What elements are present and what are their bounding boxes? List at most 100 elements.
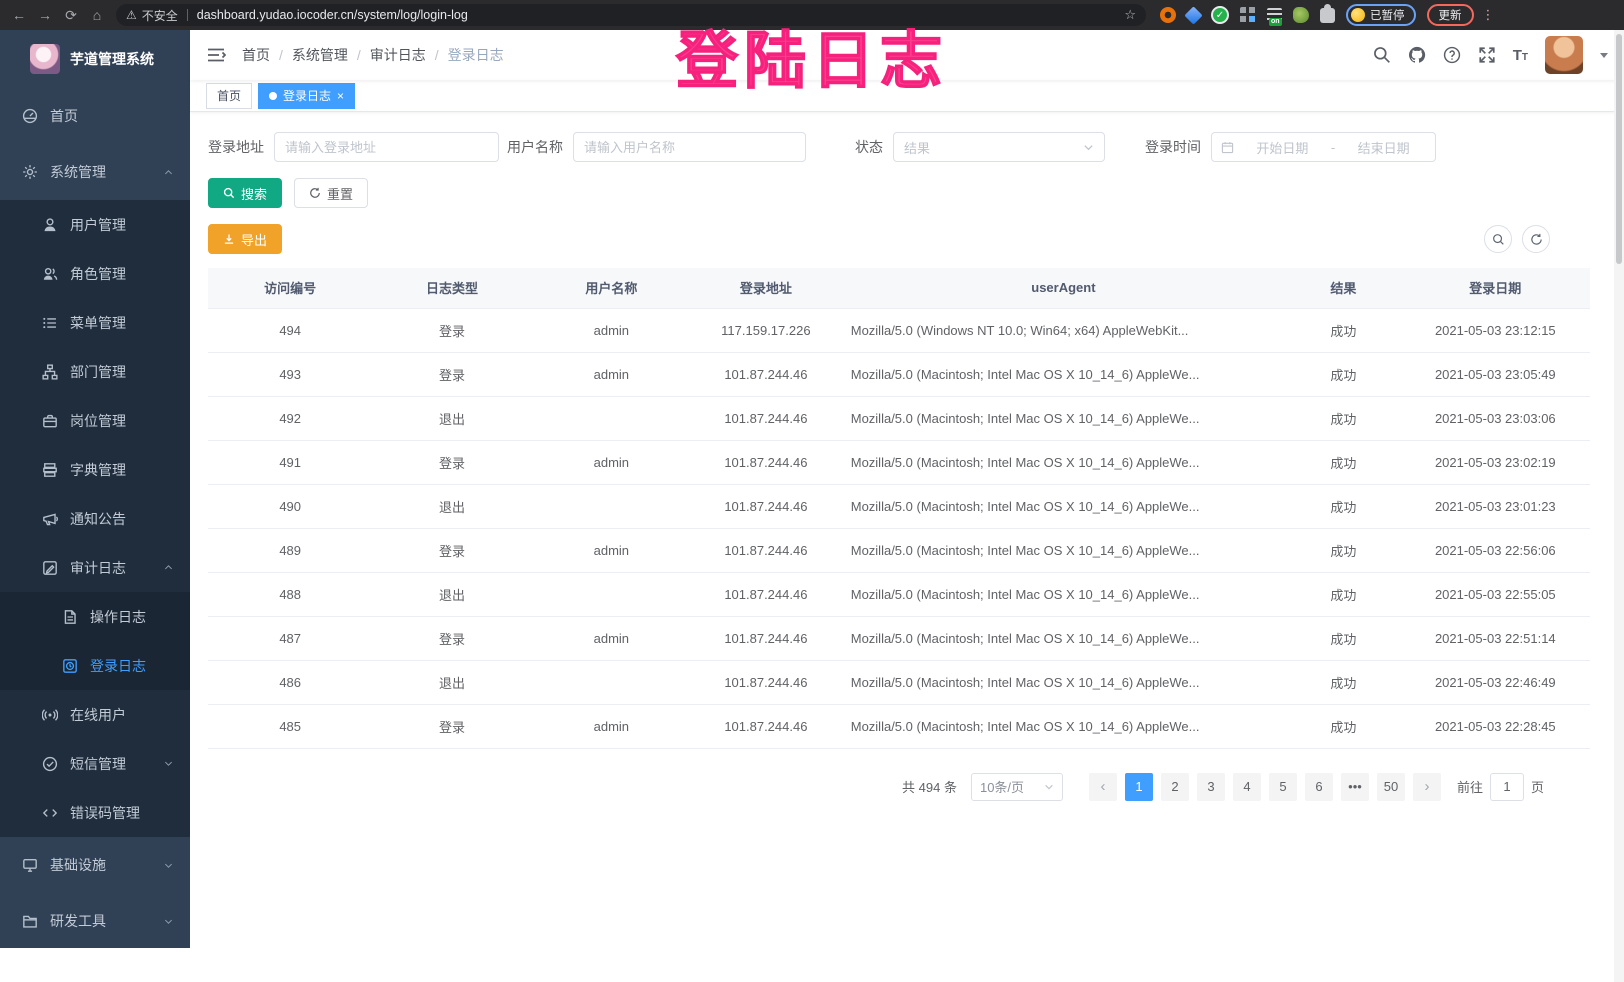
search-icon[interactable] [1373, 46, 1391, 64]
prev-page-button[interactable]: ‹ [1088, 772, 1117, 801]
caret-down-icon[interactable] [1600, 52, 1608, 58]
table-cell: 成功 [1286, 616, 1401, 661]
green-check-extension-icon[interactable]: ✓ [1211, 6, 1229, 24]
browser-reload-icon[interactable]: ⟳ [65, 6, 77, 23]
list-on-extension-icon[interactable]: on [1267, 8, 1282, 26]
firefox-extension-icon[interactable] [1160, 7, 1176, 23]
table-row[interactable]: 485 登录 admin 101.87.244.46 Mozilla/5.0 (Maci… [208, 704, 1590, 749]
sidebar-item-审计日志[interactable]: 审计日志 [0, 543, 190, 592]
font-size-icon[interactable]: TT [1512, 46, 1528, 64]
table-row[interactable]: 491 登录 admin 101.87.244.46 Mozilla/5.0 (Maci… [208, 440, 1590, 485]
table-row[interactable]: 487 登录 admin 101.87.244.46 Mozilla/5.0 (Maci… [208, 616, 1590, 661]
sidebar-item-部门管理[interactable]: 部门管理 [0, 347, 190, 396]
sidebar-item-错误码管理[interactable]: 错误码管理 [0, 788, 190, 837]
sidebar-item-登录日志[interactable]: 登录日志 [0, 641, 190, 690]
page-button-5[interactable]: 5 [1268, 772, 1297, 801]
scrollbar-thumb[interactable] [1616, 34, 1622, 264]
page-size-select[interactable]: 10条/页 [970, 772, 1063, 801]
grid-extension-icon[interactable] [1240, 7, 1256, 23]
sidebar-item-系统管理[interactable]: 系统管理 [0, 144, 190, 200]
browser-menu-icon[interactable]: ⋮ [1481, 7, 1496, 22]
table-cell: 退出 [372, 660, 532, 705]
browser-profile-badge[interactable]: 已暂停 [1346, 4, 1416, 26]
export-button[interactable]: 导出 [208, 224, 283, 254]
table-cell: admin [531, 616, 692, 661]
hamburger-icon[interactable] [206, 45, 226, 65]
sidebar-item-短信管理[interactable]: 短信管理 [0, 739, 190, 788]
tags-view-bar: 首页 登录日志 × [190, 80, 1624, 112]
browser-back-icon[interactable]: ← [12, 7, 26, 23]
diamond-extension-icon[interactable] [1184, 5, 1203, 25]
fullscreen-icon[interactable] [1478, 46, 1496, 64]
browser-forward-icon[interactable]: → [38, 7, 52, 23]
address-bar[interactable]: ⚠ 不安全 dashboard.yudao.iocoder.cn/system/… [116, 4, 1146, 26]
table-cell: 101.87.244.46 [691, 704, 841, 749]
app-logo-row[interactable]: 芋道管理系统 [0, 30, 190, 88]
sidebar-item-通知公告[interactable]: 通知公告 [0, 494, 190, 543]
table-row[interactable]: 490 退出 101.87.244.46 Mozilla/5.0 (Macintosh… [208, 484, 1590, 529]
status-select[interactable]: 结果 [893, 132, 1105, 162]
breadcrumb-item-系统管理[interactable]: 系统管理 [291, 47, 348, 63]
date-start-placeholder: 开始日期 [1256, 140, 1309, 156]
sidebar-item-在线用户[interactable]: 在线用户 [0, 690, 190, 739]
sidebar-item-岗位管理[interactable]: 岗位管理 [0, 396, 190, 445]
username-input[interactable] [573, 132, 806, 162]
user-avatar[interactable] [1545, 36, 1583, 74]
tab-登录日志[interactable]: 登录日志 × [258, 82, 356, 109]
table-row[interactable]: 493 登录 admin 101.87.244.46 Mozilla/5.0 (Maci… [208, 352, 1590, 397]
app-title: 芋道管理系统 [70, 51, 154, 67]
plant-extension-icon[interactable] [1293, 7, 1309, 23]
bookmark-star-icon[interactable]: ☆ [1124, 7, 1136, 22]
login-time-range-picker[interactable]: 开始日期 - 结束日期 [1211, 132, 1436, 162]
refresh-icon-button[interactable] [1522, 225, 1550, 253]
tab-首页[interactable]: 首页 [206, 82, 253, 109]
table-cell: 2021-05-03 23:03:06 [1400, 396, 1590, 441]
login-address-input[interactable] [274, 132, 499, 162]
help-icon[interactable] [1443, 46, 1461, 64]
sidebar-item-角色管理[interactable]: 角色管理 [0, 249, 190, 298]
breadcrumb-item-登录日志: 登录日志 [447, 47, 504, 63]
browser-home-icon[interactable]: ⌂ [92, 7, 102, 23]
goto-page-input[interactable] [1489, 772, 1524, 801]
page-button-2[interactable]: 2 [1160, 772, 1189, 801]
close-icon[interactable]: × [337, 88, 345, 103]
browser-update-button[interactable]: 更新 [1426, 4, 1474, 26]
reset-button[interactable]: 重置 [294, 178, 369, 208]
table-cell: 117.159.17.226 [691, 308, 841, 353]
table-row[interactable]: 486 退出 101.87.244.46 Mozilla/5.0 (Macintosh… [208, 660, 1590, 705]
next-page-button[interactable]: › [1412, 772, 1441, 801]
status-label: 状态 [855, 139, 883, 155]
page-button-50[interactable]: 50 [1376, 772, 1405, 801]
table-row[interactable]: 492 退出 101.87.244.46 Mozilla/5.0 (Macintosh… [208, 396, 1590, 441]
breadcrumb-separator: / [356, 47, 361, 63]
breadcrumb-item-审计日志[interactable]: 审计日志 [369, 47, 426, 63]
page-button-1[interactable]: 1 [1124, 772, 1153, 801]
sidebar-item-字典管理[interactable]: 字典管理 [0, 445, 190, 494]
page-content: 登录地址 用户名称 状态 结果 登录时 [190, 112, 1624, 801]
sidebar-item-菜单管理[interactable]: 菜单管理 [0, 298, 190, 347]
page-button-3[interactable]: 3 [1196, 772, 1225, 801]
table-cell: Mozilla/5.0 (Macintosh; Intel Mac OS X 1… [840, 616, 1287, 661]
sidebar-item-操作日志[interactable]: 操作日志 [0, 592, 190, 641]
login-clock-icon [62, 658, 78, 674]
table-row[interactable]: 494 登录 admin 117.159.17.226 Mozilla/5.0 (Win… [208, 308, 1590, 353]
extensions-puzzle-icon[interactable] [1320, 3, 1335, 23]
search-button[interactable]: 搜索 [208, 178, 283, 208]
table-cell: 成功 [1286, 308, 1401, 353]
table-row[interactable]: 488 退出 101.87.244.46 Mozilla/5.0 (Macintosh… [208, 572, 1590, 617]
page-button-4[interactable]: 4 [1232, 772, 1261, 801]
sidebar-item-用户管理[interactable]: 用户管理 [0, 200, 190, 249]
table-row[interactable]: 489 登录 admin 101.87.244.46 Mozilla/5.0 (Maci… [208, 528, 1590, 573]
breadcrumb-item-首页[interactable]: 首页 [242, 47, 270, 63]
table-cell: Mozilla/5.0 (Macintosh; Intel Mac OS X 1… [840, 660, 1287, 705]
toggle-search-icon-button[interactable] [1484, 225, 1512, 253]
sidebar-item-基础设施[interactable]: 基础设施 [0, 837, 190, 893]
table-cell: 487 [208, 616, 373, 661]
sidebar-item-研发工具[interactable]: 研发工具 [0, 893, 190, 948]
github-icon[interactable] [1408, 46, 1426, 64]
sidebar-item-首页[interactable]: 首页 [0, 88, 190, 144]
sidebar-item-label: 审计日志 [70, 559, 126, 576]
page-button-6[interactable]: 6 [1304, 772, 1333, 801]
page-ellipsis-button[interactable]: ••• [1340, 772, 1369, 801]
page-scrollbar[interactable] [1614, 30, 1624, 982]
